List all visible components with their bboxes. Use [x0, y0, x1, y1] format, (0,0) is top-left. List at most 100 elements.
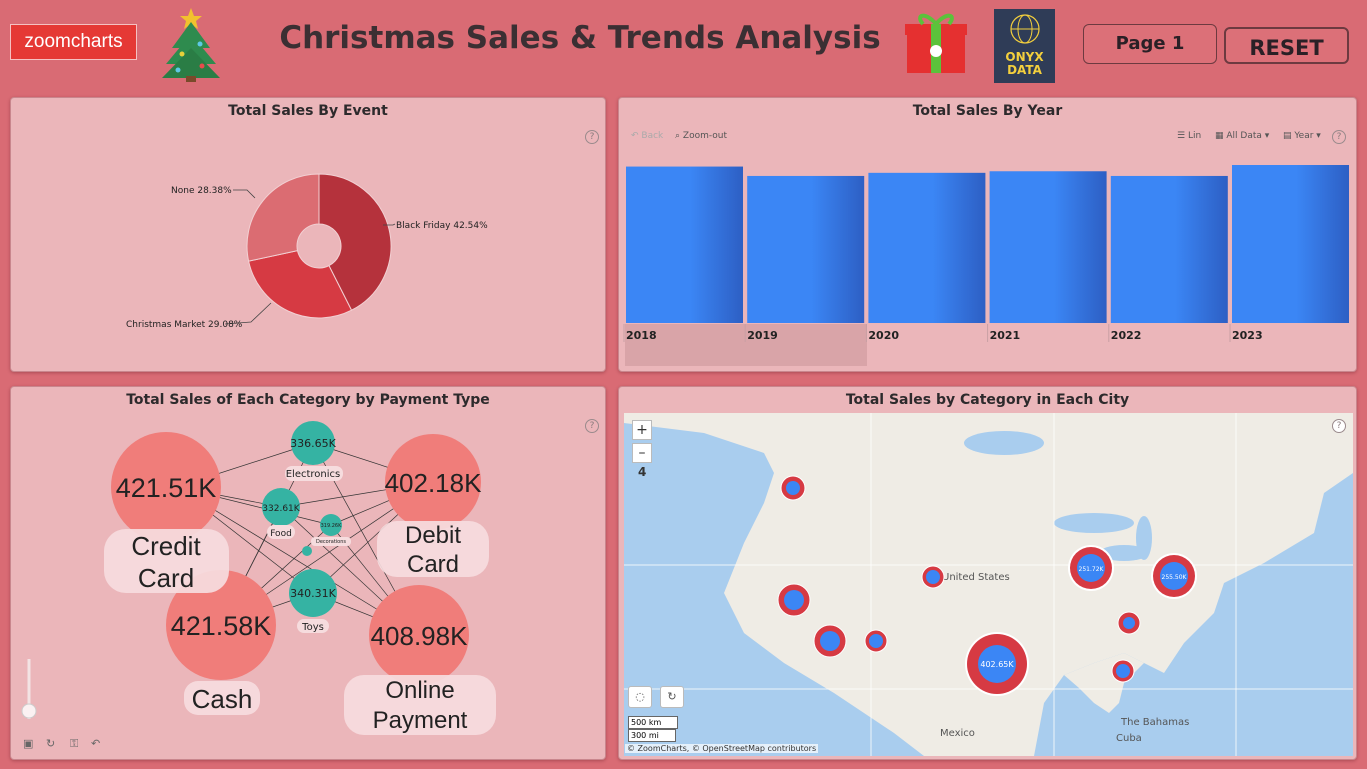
- page-button[interactable]: Page 1: [1083, 24, 1217, 64]
- city-bubble[interactable]: [1111, 659, 1135, 683]
- lasso-icon[interactable]: ◌: [628, 686, 652, 708]
- payment-node-debit-card[interactable]: [385, 434, 481, 530]
- slice-label-none: None 28.38%: [171, 186, 232, 196]
- debit-card-label: Debit: [405, 522, 461, 549]
- category-node-toys[interactable]: [289, 569, 337, 617]
- map-canvas[interactable]: United States Mexico The Bahamas Cuba 40…: [624, 413, 1353, 756]
- unlock-icon[interactable]: ⚿: [70, 737, 78, 750]
- sales-by-event-panel: Total Sales By Event ? Black Friday 42.5…: [10, 97, 606, 372]
- food-label: Food: [270, 529, 292, 539]
- year-bar[interactable]: [989, 171, 1107, 323]
- online-payment-label: Online: [385, 677, 454, 704]
- map-zoom-in-button[interactable]: +: [632, 420, 652, 440]
- year-bar[interactable]: [747, 175, 865, 323]
- svg-text:402.65K: 402.65K: [980, 660, 1014, 669]
- svg-text:255.50K: 255.50K: [1162, 574, 1188, 581]
- map-zoom-out-button[interactable]: –: [632, 443, 652, 463]
- zoom-slider-handle[interactable]: [21, 703, 37, 719]
- city-map-panel: Total Sales by Category in Each City Uni…: [618, 386, 1357, 760]
- debit-card-pill: [377, 521, 489, 577]
- city-bubble[interactable]: [780, 475, 806, 501]
- year-bar[interactable]: [1110, 175, 1228, 323]
- year-tick-label: 2020: [868, 329, 899, 342]
- sales-by-year-panel: Total Sales By Year ↶ Back ⌕ Zoom-out ☰ …: [618, 97, 1357, 372]
- year-bar-chart: 2018 2019 2020 2021 2022 2023: [623, 165, 1349, 366]
- reset-button[interactable]: RESET: [1224, 27, 1349, 64]
- lin-toggle[interactable]: ☰ Lin: [1177, 131, 1202, 141]
- onyx-data-logo: ONYX DATA: [994, 9, 1055, 83]
- slice-label-black-friday: Black Friday 42.54%: [396, 221, 488, 231]
- onyx-logo-line2: DATA: [1007, 63, 1042, 77]
- city-bubble[interactable]: [1117, 611, 1141, 635]
- online-payment-pill: [344, 675, 496, 735]
- payment-node-online-payment[interactable]: [369, 585, 469, 685]
- help-icon[interactable]: ?: [1332, 130, 1346, 144]
- category-node-decorations[interactable]: [320, 514, 342, 536]
- city-bubble[interactable]: [864, 629, 888, 653]
- map-label-bahamas: The Bahamas: [1120, 717, 1189, 728]
- year-bar[interactable]: [1232, 165, 1349, 323]
- city-bubble[interactable]: 255.50K: [1151, 553, 1197, 599]
- toys-value: 340.31K: [290, 587, 336, 600]
- zoom-out-button[interactable]: ⌕ Zoom-out: [675, 131, 728, 141]
- selection-highlight: [625, 324, 867, 366]
- map-label-cuba: Cuba: [1116, 733, 1142, 744]
- city-bubble[interactable]: [777, 583, 811, 617]
- decorations-value: 319.26K: [321, 523, 342, 529]
- credit-card-value: 421.51K: [116, 473, 217, 503]
- page-title: Christmas Sales & Trends Analysis: [279, 20, 881, 56]
- year-tick-label: 2018: [626, 329, 657, 342]
- city-bubble[interactable]: 402.65K: [965, 632, 1029, 696]
- category-node-small[interactable]: [302, 546, 312, 556]
- category-node-food[interactable]: [262, 488, 300, 526]
- credit-card-label: Credit: [131, 531, 201, 561]
- donut-slice[interactable]: [318, 173, 392, 311]
- export-icon[interactable]: ▣: [23, 737, 33, 750]
- slice-label-christmas-market: Christmas Market 29.08%: [126, 320, 243, 330]
- electronics-value: 336.65K: [290, 437, 336, 450]
- refresh-icon[interactable]: ↻: [46, 737, 55, 750]
- food-value: 332.61K: [262, 504, 300, 514]
- online-payment-value: 408.98K: [371, 621, 469, 651]
- cash-pill: [184, 681, 260, 715]
- city-bubble[interactable]: [813, 624, 847, 658]
- cash-label: Cash: [192, 684, 253, 714]
- city-bubble[interactable]: 251.72K: [1068, 545, 1114, 591]
- credit-card-pill: [104, 529, 229, 593]
- donut-slice[interactable]: [246, 173, 320, 262]
- onyx-logo-line1: ONYX: [1005, 50, 1044, 64]
- donut-slice[interactable]: [248, 250, 353, 319]
- scale-mi: 300 mi: [628, 729, 676, 742]
- electronics-label: Electronics: [286, 469, 341, 480]
- year-tick-label: 2023: [1232, 329, 1263, 342]
- gift-icon: [905, 13, 967, 73]
- map-label-mexico: Mexico: [940, 728, 975, 739]
- back-button[interactable]: ↶ Back: [631, 131, 664, 141]
- panel-title: Total Sales of Each Category by Payment …: [126, 392, 490, 408]
- undo-icon[interactable]: ↶: [91, 737, 100, 750]
- year-dropdown[interactable]: ▤ Year ▾: [1283, 131, 1321, 141]
- year-bar[interactable]: [868, 172, 986, 323]
- category-node-electronics[interactable]: [291, 421, 335, 465]
- map-attribution[interactable]: © ZoomCharts, © OpenStreetMap contributo…: [625, 744, 819, 753]
- help-icon[interactable]: ?: [585, 419, 599, 433]
- year-tick-label: 2022: [1111, 329, 1142, 342]
- year-bar[interactable]: [626, 166, 743, 323]
- payment-node-cash[interactable]: [166, 570, 276, 680]
- map-zoom-level: 4: [638, 465, 647, 479]
- payment-network-chart: 421.51K Credit Card 402.18K Debit Card 4…: [21, 421, 496, 750]
- category-payment-panel: Total Sales of Each Category by Payment …: [10, 386, 606, 760]
- help-icon[interactable]: ?: [1332, 419, 1346, 433]
- city-bubble[interactable]: [921, 565, 945, 589]
- year-tick-label: 2019: [747, 329, 778, 342]
- payment-node-credit-card[interactable]: [111, 432, 221, 542]
- scale-km: 500 km: [628, 716, 678, 729]
- refresh-icon[interactable]: ↻: [660, 686, 684, 708]
- all-data-dropdown[interactable]: ▦ All Data ▾: [1215, 131, 1270, 141]
- map-label-us: United States: [942, 572, 1010, 583]
- online-payment-label-2: Payment: [373, 707, 468, 734]
- help-icon[interactable]: ?: [585, 130, 599, 144]
- panel-title: Total Sales by Category in Each City: [845, 392, 1130, 408]
- debit-card-label-2: Card: [407, 551, 459, 578]
- decorations-label: Decorations: [316, 539, 346, 545]
